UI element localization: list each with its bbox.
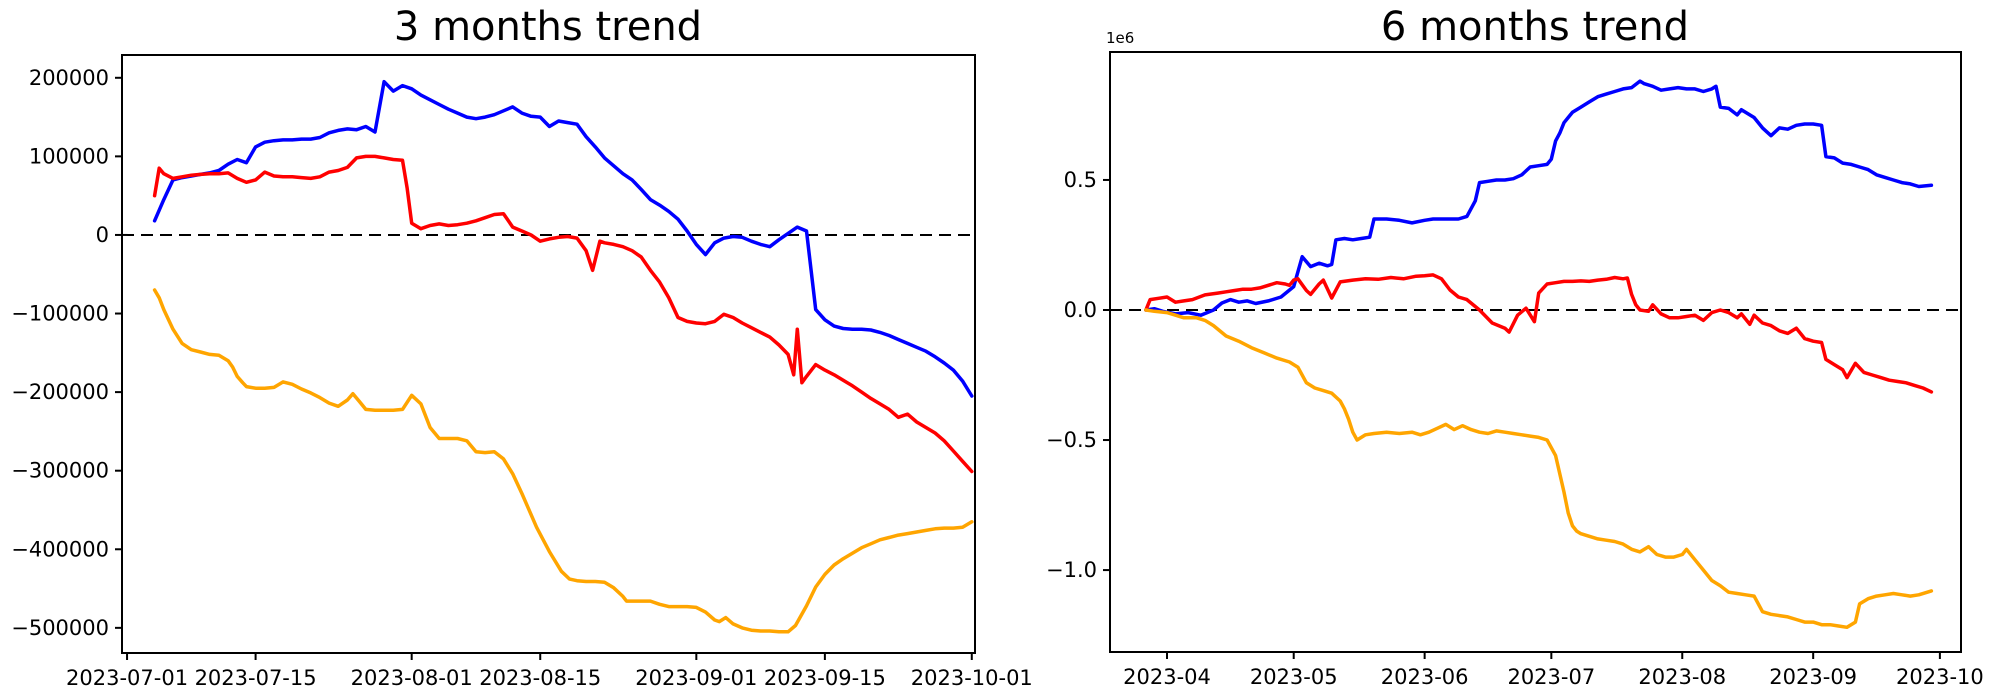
chart-title-3-months: 3 months trend (393, 4, 703, 50)
y-tick-label: 100000 (29, 144, 109, 168)
y-tick-label: 200000 (29, 66, 109, 90)
x-tick-label: 2023-09 (1769, 665, 1857, 689)
series-line-orange (1144, 308, 1934, 630)
x-tick-label: 2023-08-01 (351, 666, 473, 690)
series-line-red (1144, 273, 1934, 394)
y-tick-label: −0.5 (1046, 428, 1097, 452)
series-line-blue (1144, 79, 1934, 317)
y-tick-label: 0.5 (1064, 168, 1097, 192)
x-tick-label: 2023-05 (1250, 665, 1338, 689)
x-tick-label: 2023-10 (1896, 665, 1984, 689)
x-tick-label: 2023-09-01 (635, 666, 757, 690)
plot-border (1109, 51, 1962, 653)
chart-title-6-months: 6 months trend (1380, 4, 1690, 50)
series-line-blue (152, 79, 974, 398)
x-tick-label: 2023-09-15 (764, 666, 886, 690)
x-tick-label: 2023-08-15 (479, 666, 601, 690)
y-tick-label: 0 (96, 223, 109, 247)
y-tick-label: −100000 (11, 302, 109, 326)
y-tick-label: −200000 (11, 380, 109, 404)
y-tick-label: −1.0 (1046, 558, 1097, 582)
plot-border (121, 54, 976, 654)
x-tick-label: 2023-07 (1507, 665, 1595, 689)
x-tick-label: 2023-06 (1381, 665, 1469, 689)
x-tick-label: 2023-07-15 (195, 666, 317, 690)
y-tick-label: −500000 (11, 616, 109, 640)
x-tick-label: 2023-07-01 (66, 666, 188, 690)
series-line-red (152, 154, 974, 474)
x-tick-label: 2023-04 (1123, 665, 1211, 689)
y-axis-multiplier-label: 1e6 (1106, 29, 1135, 47)
series-line-orange (152, 288, 974, 634)
x-tick-label: 2023-10-01 (911, 666, 1033, 690)
x-tick-label: 2023-08 (1638, 665, 1726, 689)
y-tick-label: −300000 (11, 459, 109, 483)
y-tick-label: −400000 (11, 537, 109, 561)
y-tick-label: 0.0 (1064, 298, 1097, 322)
